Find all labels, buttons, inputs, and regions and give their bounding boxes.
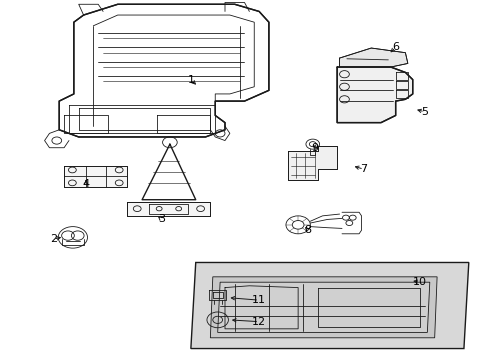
Polygon shape [288, 146, 336, 180]
Text: 4: 4 [82, 179, 89, 189]
Text: 6: 6 [391, 42, 398, 52]
Polygon shape [217, 282, 429, 332]
Text: 5: 5 [421, 107, 427, 117]
Text: 8: 8 [304, 225, 311, 235]
Polygon shape [339, 48, 407, 67]
Polygon shape [336, 67, 412, 123]
Text: 2: 2 [50, 234, 57, 244]
Text: 9: 9 [311, 143, 318, 153]
Polygon shape [64, 166, 127, 187]
Text: 10: 10 [412, 277, 426, 287]
Text: 1: 1 [187, 75, 194, 85]
Text: 3: 3 [158, 215, 165, 224]
Polygon shape [190, 262, 468, 348]
Text: 7: 7 [360, 164, 367, 174]
Polygon shape [59, 4, 268, 137]
Text: 11: 11 [252, 295, 265, 305]
Text: 12: 12 [251, 317, 265, 327]
Polygon shape [210, 277, 436, 338]
Polygon shape [127, 202, 210, 216]
